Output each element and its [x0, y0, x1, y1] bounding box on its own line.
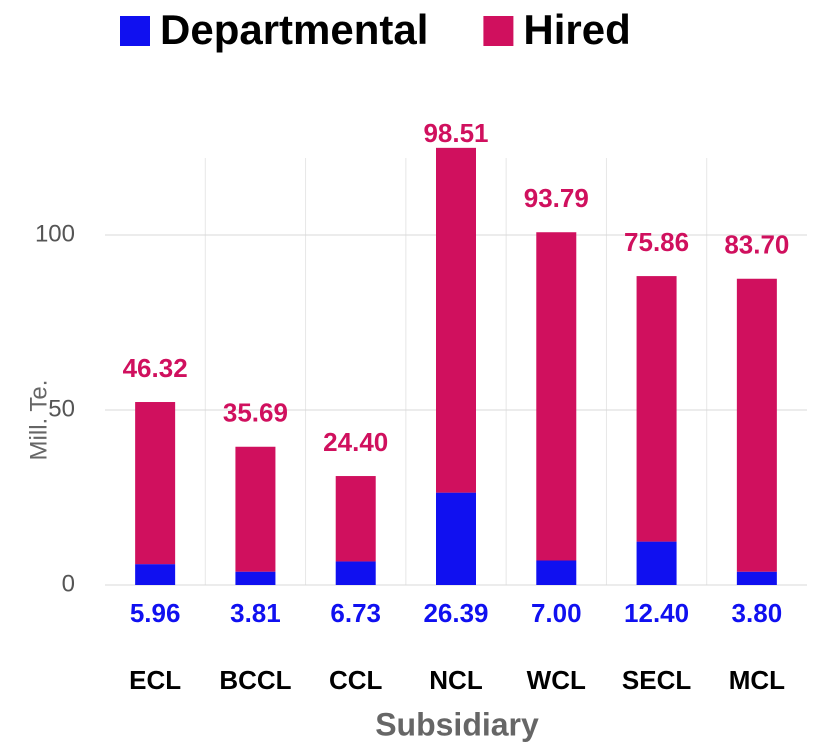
bar-segment: [135, 402, 176, 565]
data-label: 7.00: [531, 598, 582, 628]
y-tick-label: 0: [62, 570, 75, 597]
x-tick-label: NCL: [429, 665, 483, 695]
data-label: 12.40: [624, 598, 689, 628]
y-tick-label: 50: [48, 395, 75, 422]
data-label: 83.70: [724, 230, 789, 260]
bar-segment: [335, 561, 376, 585]
data-label: 26.39: [423, 598, 488, 628]
bar-segment: [736, 571, 777, 585]
bar-segment: [736, 278, 777, 572]
legend-label: Departmental: [160, 6, 428, 53]
bar-segment: [335, 476, 376, 562]
data-label: 75.86: [624, 227, 689, 257]
bar-segment: [536, 560, 577, 585]
x-axis-title: Subsidiary: [375, 706, 539, 742]
legend-label: Hired: [523, 6, 630, 53]
x-tick-label: MCL: [729, 665, 785, 695]
legend-swatch: [120, 16, 150, 46]
bar-segment: [235, 446, 276, 572]
bar-segment: [235, 571, 276, 585]
data-label: 24.40: [323, 427, 388, 457]
data-label: 3.80: [732, 598, 783, 628]
y-tick-label: 100: [35, 220, 75, 247]
data-label: 6.73: [330, 598, 381, 628]
legend-swatch: [483, 16, 514, 46]
y-axis-title: Mill. Te.: [25, 380, 52, 461]
data-label: 98.51: [423, 118, 488, 148]
data-label: 3.81: [230, 598, 281, 628]
bar-segment: [536, 232, 577, 561]
x-tick-label: CCL: [329, 665, 383, 695]
data-label: 5.96: [130, 598, 181, 628]
x-tick-label: SECL: [622, 665, 691, 695]
data-label: 35.69: [223, 398, 288, 428]
x-tick-label: BCCL: [219, 665, 291, 695]
x-tick-label: ECL: [129, 665, 181, 695]
bar-segment: [436, 147, 476, 493]
x-tick-label: WCL: [527, 665, 586, 695]
bar-segment: [636, 276, 677, 542]
bar-segment: [135, 564, 176, 585]
data-label: 93.79: [524, 183, 589, 213]
data-label: 46.32: [123, 353, 188, 383]
bar-segment: [636, 541, 677, 585]
bar-segment: [436, 492, 476, 585]
